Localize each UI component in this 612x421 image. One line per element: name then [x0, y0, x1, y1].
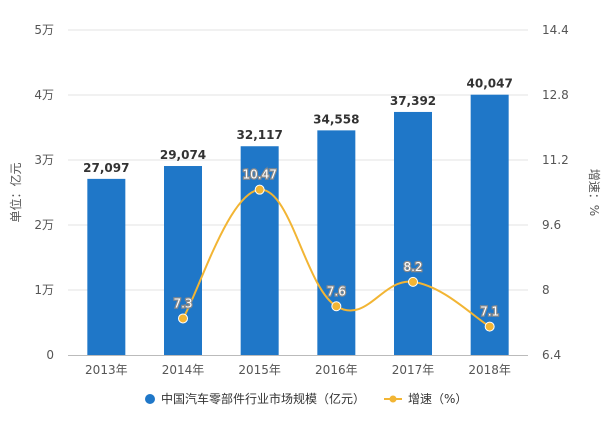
- bar: [317, 130, 356, 355]
- bar: [470, 94, 509, 355]
- legend-bar-swatch: [145, 394, 155, 404]
- y-tick-label: 2万: [34, 218, 54, 232]
- y-tick-label: 1万: [34, 283, 54, 297]
- x-tick-label: 2016年: [315, 363, 358, 377]
- bar: [164, 166, 202, 355]
- line-point: [408, 276, 418, 287]
- line-series: [178, 184, 495, 332]
- line-point: [331, 301, 342, 312]
- x-tick-label: 2013年: [85, 363, 128, 377]
- bar-value-label: 34,558: [313, 112, 359, 126]
- y-tick-label: 4万: [34, 88, 54, 102]
- bar-value-label: 37,392: [390, 94, 436, 108]
- y2-tick-label: 12.8: [542, 88, 569, 102]
- y2-tick-label: 8: [542, 283, 550, 297]
- bar-series: [87, 94, 509, 356]
- bar: [240, 146, 279, 355]
- y2-tick-label: 9.6: [542, 218, 561, 232]
- line-point: [254, 184, 265, 195]
- line-value-label: 7.3: [173, 296, 192, 310]
- legend: 中国汽车零部件行业市场规模（亿元） 增速（%）: [145, 391, 467, 406]
- y-tick-label: 5万: [34, 23, 54, 37]
- y-axis-label: 单位：亿元: [8, 162, 23, 222]
- legend-bar-label: 中国汽车零部件行业市场规模（亿元）: [161, 391, 365, 406]
- legend-line-dot: [389, 395, 397, 403]
- data-labels: 27,097 29,074 32,117 34,558 37,392 40,047 7.3 1…: [83, 77, 513, 320]
- x-tick-label: 2017年: [392, 363, 435, 377]
- line-point: [484, 321, 495, 332]
- x-tick-label: 2015年: [238, 363, 281, 377]
- y2-tick-label: 14.4: [542, 23, 569, 37]
- x-tick-label: 2014年: [162, 363, 205, 377]
- gridlines: [68, 29, 528, 291]
- line-value-label: 7.6: [327, 284, 346, 298]
- y2-axis-label: 增速：%: [587, 169, 601, 216]
- line-value-label: 7.1: [480, 305, 499, 319]
- bar: [87, 178, 126, 355]
- legend-line-label: 增速（%）: [408, 392, 467, 406]
- y2-tick-label: 11.2: [542, 153, 569, 167]
- axes: 0 1万 2万 3万 4万 5万 6.4 8 9.6 11.2 12.8 14.4 2013年 2014年…: [34, 23, 568, 377]
- line-value-label: 8.2: [403, 260, 422, 274]
- bar-value-label: 29,074: [160, 148, 206, 162]
- y2-tick-label: 6.4: [542, 348, 561, 362]
- bar-value-label: 40,047: [467, 77, 513, 91]
- bar-value-label: 32,117: [237, 128, 283, 142]
- y-tick-label: 3万: [34, 153, 54, 167]
- bar-value-label: 27,097: [83, 161, 129, 175]
- x-tick-label: 2018年: [468, 363, 511, 377]
- bar: [394, 111, 432, 356]
- y-tick-label: 0: [46, 348, 54, 362]
- growth-line: [182, 188, 491, 328]
- line-value-label: 10.47: [242, 168, 276, 182]
- line-point: [178, 313, 188, 324]
